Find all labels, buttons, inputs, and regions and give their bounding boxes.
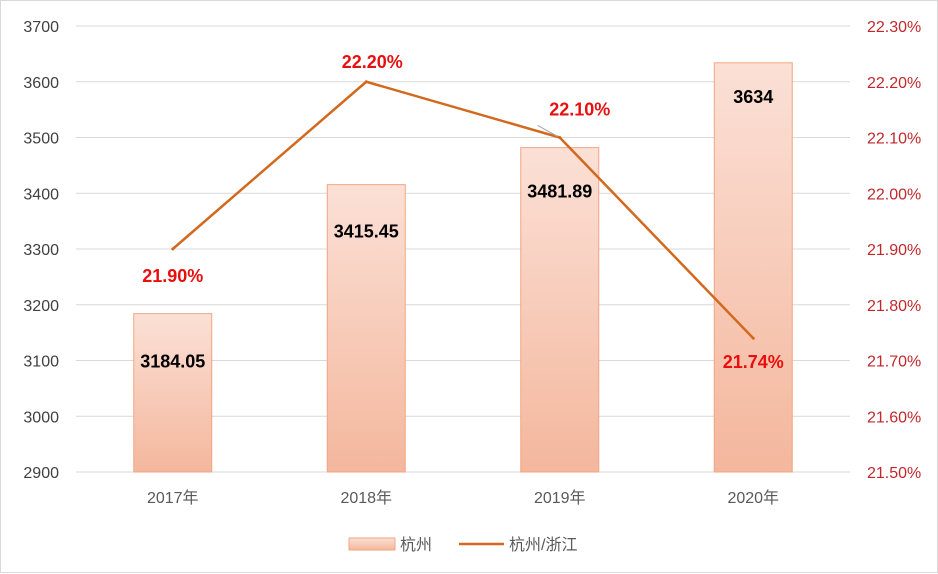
right-tick-label: 22.30% [867, 19, 921, 36]
line-point [751, 336, 755, 340]
right-tick-label: 21.70% [867, 354, 921, 371]
bar-value-label: 3481.89 [527, 182, 592, 202]
left-tick-label: 3500 [23, 131, 59, 148]
bar [520, 147, 600, 473]
category-label: 2019年 [534, 489, 586, 507]
legend: 杭州 杭州/浙江 [348, 536, 577, 554]
category-label: 2017年 [147, 489, 199, 507]
right-tick-label: 22.20% [867, 75, 921, 92]
left-tick-label: 3000 [23, 409, 59, 426]
right-tick-label: 21.90% [867, 242, 921, 259]
bar-value-label: 3415.45 [334, 222, 399, 242]
label-leader-line [537, 125, 558, 137]
line-point [558, 136, 562, 139]
category-label: 2018年 [340, 489, 392, 507]
bar-value-label: 3634 [733, 87, 773, 107]
left-tick-label: 3200 [23, 298, 59, 315]
category-label: 2020年 [727, 489, 779, 507]
right-axis-ticks: 21.50% 21.60% 21.70% 21.80% 21.90% 22.00% 22.1… [867, 19, 921, 482]
line-value-label: 22.10% [549, 100, 610, 120]
legend-line-label: 杭州/浙江 [509, 536, 577, 554]
ratio-line [171, 80, 755, 340]
category-labels: 2017年 2018年 2019年 2020年 [147, 489, 779, 507]
right-tick-label: 22.10% [867, 131, 921, 148]
data-labels: 3184.05 3415.45 3481.89 3634 21.90% 22.20% 22.… [140, 52, 784, 372]
right-tick-label: 21.80% [867, 298, 921, 315]
line-point [171, 247, 175, 251]
right-tick-label: 21.50% [867, 465, 921, 482]
left-tick-label: 3100 [23, 354, 59, 371]
line-value-label: 21.90% [142, 266, 203, 286]
line-value-label: 22.20% [342, 52, 403, 72]
line-series [171, 80, 755, 340]
left-tick-label: 3700 [23, 19, 59, 36]
right-tick-label: 21.60% [867, 409, 921, 426]
left-tick-label: 3400 [23, 186, 59, 203]
line-point [364, 80, 368, 84]
legend-bar-label: 杭州 [400, 536, 432, 554]
bar [713, 62, 793, 473]
bar-value-label: 3184.05 [140, 352, 205, 372]
left-tick-label: 2900 [23, 465, 59, 482]
bar [133, 313, 213, 473]
legend-bar-swatch [348, 537, 396, 551]
right-tick-label: 22.00% [867, 186, 921, 203]
bar [326, 184, 406, 473]
bars [133, 62, 793, 473]
line-value-label: 21.74% [723, 352, 784, 372]
left-axis-ticks: 2900 3000 3100 3200 3300 3400 3500 3600 3700 [23, 19, 59, 482]
left-tick-label: 3600 [23, 75, 59, 92]
left-tick-label: 3300 [23, 242, 59, 259]
